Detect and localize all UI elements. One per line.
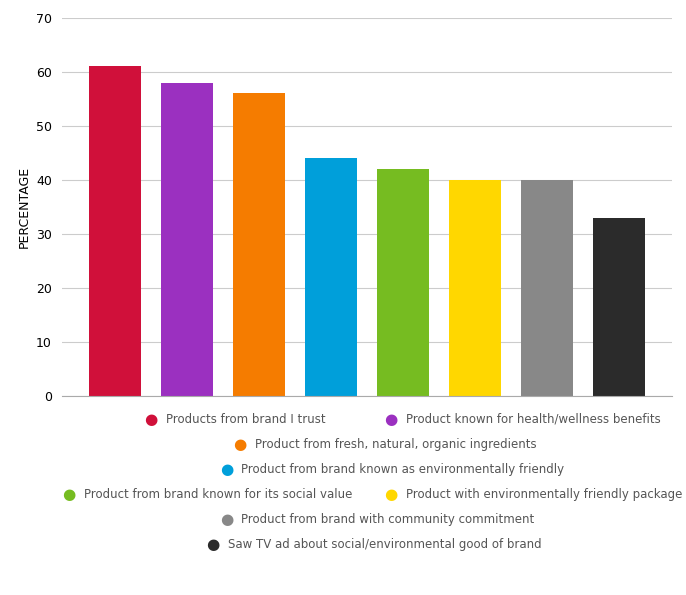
- Bar: [377, 169, 429, 396]
- Text: Product from brand known for its social value: Product from brand known for its social …: [84, 488, 352, 501]
- Text: ●: ●: [384, 412, 398, 427]
- Text: Product from brand with community commitment: Product from brand with community commit…: [241, 513, 534, 526]
- Text: Product with environmentally friendly package: Product with environmentally friendly pa…: [406, 488, 683, 501]
- Text: Product from fresh, natural, organic ingredients: Product from fresh, natural, organic ing…: [255, 438, 537, 451]
- Bar: [449, 180, 501, 396]
- Bar: [593, 218, 645, 396]
- Text: Product known for health/wellness benefits: Product known for health/wellness benefi…: [406, 413, 661, 426]
- Text: ●: ●: [220, 512, 233, 527]
- Text: Saw TV ad about social/environmental good of brand: Saw TV ad about social/environmental goo…: [228, 538, 541, 551]
- Text: Product from brand known as environmentally friendly: Product from brand known as environmenta…: [241, 463, 565, 476]
- Bar: [233, 93, 285, 396]
- Y-axis label: PERCENTAGE: PERCENTAGE: [17, 165, 30, 248]
- Text: ●: ●: [144, 412, 158, 427]
- Bar: [161, 83, 213, 396]
- Text: ●: ●: [384, 487, 398, 502]
- Text: ●: ●: [220, 462, 233, 477]
- Text: ●: ●: [62, 487, 75, 502]
- Bar: [89, 67, 141, 396]
- Bar: [521, 180, 573, 396]
- Bar: [305, 158, 357, 396]
- Text: ●: ●: [206, 537, 220, 552]
- Text: Products from brand I trust: Products from brand I trust: [166, 413, 326, 426]
- Text: ●: ●: [233, 437, 247, 452]
